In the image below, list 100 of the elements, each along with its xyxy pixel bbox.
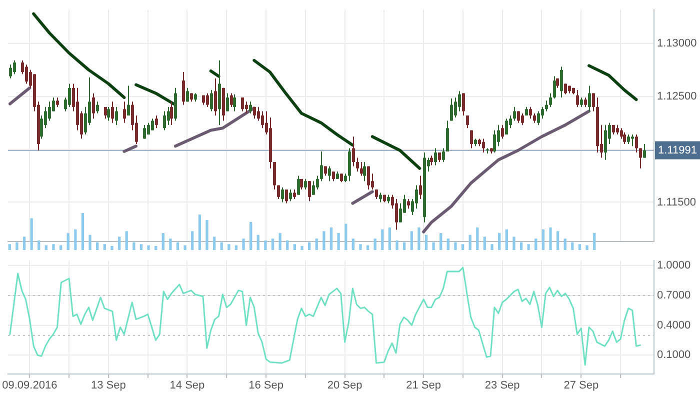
bar <box>147 245 150 250</box>
candlestick <box>363 162 366 182</box>
bar <box>315 238 318 250</box>
x-tick-label: 13 Sep <box>91 380 126 392</box>
bar <box>256 234 260 250</box>
candlestick <box>529 106 532 120</box>
bar <box>586 245 588 250</box>
candlestick <box>513 106 516 122</box>
candlestick <box>320 150 323 182</box>
bar <box>52 244 55 250</box>
bar <box>418 227 420 250</box>
candlestick <box>635 134 638 153</box>
bar <box>88 234 92 250</box>
bar <box>527 244 530 250</box>
candlestick <box>584 96 587 108</box>
candlestick <box>68 83 71 108</box>
bar <box>242 238 245 250</box>
y-tick-label: 1.11500 <box>657 196 696 208</box>
candlestick <box>446 120 449 152</box>
bar <box>490 244 494 250</box>
bar <box>234 245 238 250</box>
candlestick <box>407 198 410 210</box>
candlestick <box>245 101 248 114</box>
bar <box>483 236 486 250</box>
x-tick-label: 09.09.2016 <box>2 380 58 392</box>
candlestick <box>13 60 16 75</box>
x-tick-label: 20 Sep <box>327 380 362 392</box>
candlestick <box>375 189 378 200</box>
candlestick <box>123 101 126 124</box>
candlestick <box>466 114 469 129</box>
candlestick <box>623 132 626 145</box>
candlestick <box>127 85 130 116</box>
candlestick <box>257 106 260 122</box>
candlestick <box>560 66 563 98</box>
candlestick <box>56 96 59 108</box>
bar <box>66 233 70 250</box>
bar <box>337 233 340 250</box>
candlestick <box>454 96 457 118</box>
bar <box>125 231 128 250</box>
candlestick <box>430 155 433 166</box>
bar <box>184 245 186 250</box>
bar <box>118 236 121 250</box>
candlestick <box>545 100 548 112</box>
bar <box>176 242 180 250</box>
bar <box>352 238 354 250</box>
candlestick <box>147 122 150 135</box>
candlestick <box>170 101 173 126</box>
bar <box>578 244 582 250</box>
candlestick <box>643 144 646 158</box>
candlestick <box>580 96 583 108</box>
candlestick <box>564 83 567 95</box>
candlestick <box>533 112 536 124</box>
candlestick <box>312 180 315 196</box>
candlestick <box>281 186 284 203</box>
candlestick <box>434 148 437 166</box>
bar <box>388 227 392 250</box>
y-tick-label: 0.1000 <box>657 349 691 362</box>
candlestick <box>107 106 110 122</box>
bar <box>330 227 333 250</box>
bar <box>220 242 223 250</box>
candlestick <box>261 110 264 129</box>
y-tick-label: 1.12500 <box>657 90 697 102</box>
bar <box>432 242 435 250</box>
candlestick <box>627 134 630 145</box>
bar <box>300 246 304 250</box>
candlestick <box>505 118 508 135</box>
candlestick <box>470 130 473 149</box>
candlestick <box>415 184 418 210</box>
candlestick <box>304 178 307 190</box>
candlestick <box>214 78 217 116</box>
bar <box>366 245 370 250</box>
candlestick <box>379 192 382 203</box>
candlestick <box>442 148 445 163</box>
candlestick <box>25 64 28 84</box>
candlestick <box>553 76 556 100</box>
x-tick-label: 27 Sep <box>564 380 599 392</box>
bar <box>96 242 99 250</box>
bar <box>206 220 208 250</box>
candlestick <box>604 124 607 160</box>
bar <box>498 233 501 250</box>
candlestick <box>395 198 398 230</box>
bar <box>264 240 267 250</box>
bar <box>286 240 289 250</box>
bar <box>454 242 457 250</box>
candlestick <box>450 98 453 122</box>
bar <box>549 227 552 250</box>
bar <box>520 242 523 250</box>
bar <box>271 238 274 250</box>
bar <box>250 222 252 250</box>
candlestick <box>143 124 146 140</box>
candlestick <box>151 118 154 131</box>
y-tick-label: 1.13000 <box>657 38 697 50</box>
candlestick <box>48 101 51 122</box>
candlestick <box>616 124 619 135</box>
bar <box>8 244 11 250</box>
bar <box>512 236 516 250</box>
bar <box>468 234 472 250</box>
candlestick <box>537 110 540 126</box>
candlestick <box>360 162 363 176</box>
bar <box>424 234 428 250</box>
